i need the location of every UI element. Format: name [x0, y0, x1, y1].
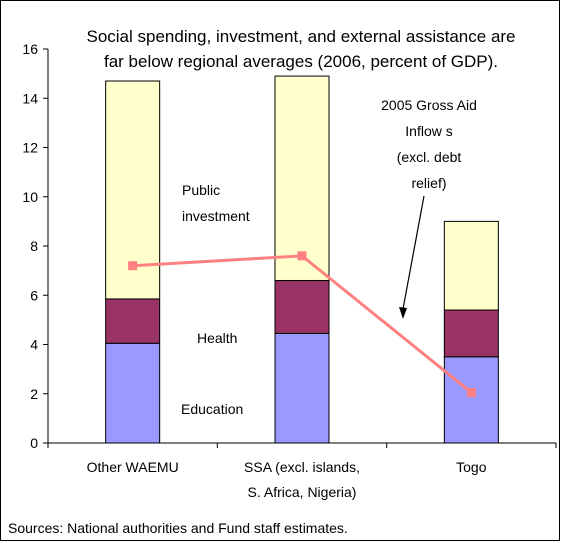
bar-segment-health [274, 279, 330, 334]
aid-label-line-1: 2005 Gross Aid [381, 97, 477, 113]
x-category-labels: Other WAEMU SSA (excl. islands, S. Africa,… [87, 459, 487, 500]
y-tick-label: 2 [30, 386, 38, 402]
aid-line [128, 251, 476, 398]
x-category-label: Other WAEMU [87, 459, 179, 475]
sources-note: Sources: National authorities and Fund s… [8, 520, 348, 536]
aid-label-line-4: relief) [411, 175, 446, 191]
y-tick-label: 16 [22, 41, 38, 57]
chart-title-line-2: far below regional averages (2006, perce… [104, 52, 498, 71]
education-label: Education [181, 401, 243, 417]
bars [105, 75, 499, 444]
y-tick-label: 8 [30, 238, 38, 254]
x-ticks [47, 443, 557, 448]
y-tick-label: 0 [30, 435, 38, 451]
public-investment-label-line-1: Public [182, 182, 220, 198]
x-category-label: S. Africa, Nigeria) [248, 484, 357, 500]
aid-label-line-2: Inflow s [405, 123, 452, 139]
bar-segment-health [105, 298, 161, 344]
aid-arrow-shaft [402, 195, 425, 310]
aid-label-line-3: (excl. debt [397, 149, 462, 165]
bar-segment-health [443, 309, 499, 358]
x-category-label: Togo [456, 459, 487, 475]
x-category-label: SSA (excl. islands, [244, 459, 360, 475]
bar-segment-education [105, 342, 161, 444]
health-label: Health [197, 330, 237, 346]
public-investment-annotation: Public investment [182, 182, 250, 224]
y-tick-label: 12 [22, 140, 38, 156]
chart-title-line-1: Social spending, investment, and externa… [86, 27, 515, 46]
y-tick-label: 10 [22, 189, 38, 205]
bar-segment-public-investment [274, 75, 330, 281]
aid-arrow-head [399, 307, 407, 319]
y-tick-label: 6 [30, 287, 38, 303]
y-tick-label: 4 [30, 337, 38, 353]
aid-series-marker [466, 388, 476, 398]
y-tick-label: 14 [22, 90, 38, 106]
bar-segment-education [274, 332, 330, 444]
aid-annotation: 2005 Gross Aid Inflow s (excl. debt reli… [381, 97, 477, 319]
bar-segment-public-investment [443, 220, 499, 311]
aid-series-marker [128, 261, 138, 271]
bar-segment-education [443, 356, 499, 444]
y-ticks: 0 2 4 6 8 10 12 14 16 [22, 41, 48, 451]
public-investment-label-line-2: investment [182, 208, 250, 224]
aid-series-marker [297, 251, 307, 261]
